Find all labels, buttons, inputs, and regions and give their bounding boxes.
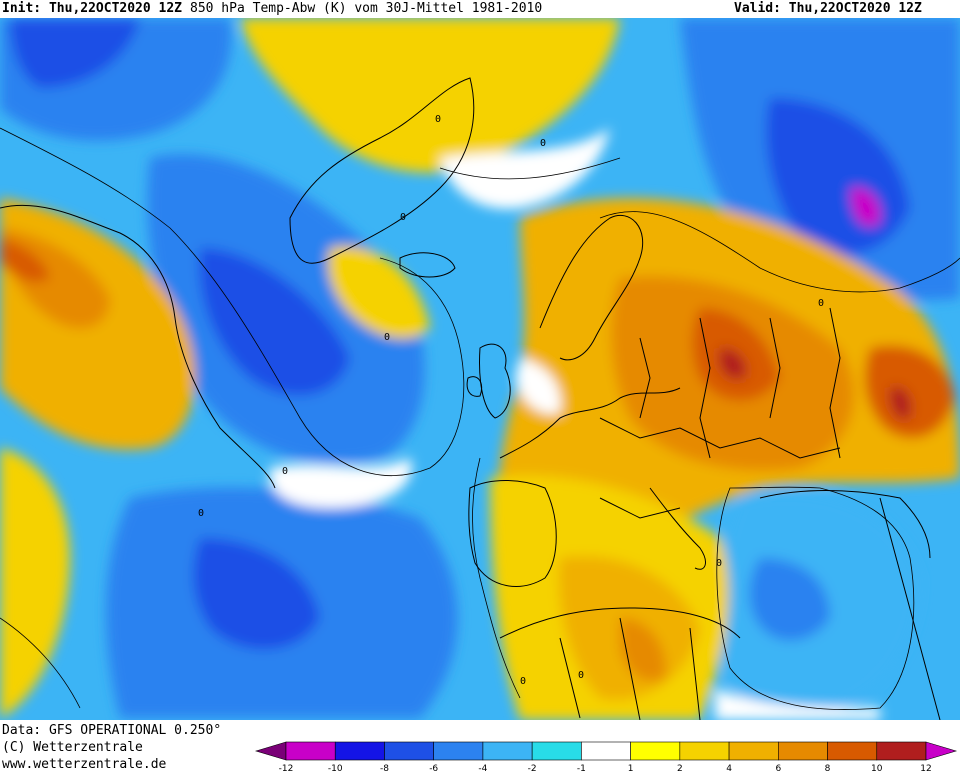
coastlines (0, 77, 941, 720)
legend-swatch (384, 741, 434, 761)
valid-time-label: Valid: Thu,22OCT2020 12Z (734, 1, 922, 16)
color-legend: -12 -10 -8 -6 -4 -2 -1 1 2 4 6 8 10 12 (254, 741, 958, 776)
legend-swatch (778, 741, 828, 761)
legend-tick-label: -12 (279, 764, 294, 774)
contour-label: 0 (400, 212, 406, 223)
anomaly-map[interactable]: 0 0 0 0 0 0 0 0 0 0 0 (0, 18, 960, 720)
copyright-label: (C) Wetterzentrale (2, 740, 143, 755)
legend-tick-label: -6 (429, 764, 438, 774)
legend-swatch (334, 741, 385, 761)
contour-label: 0 (520, 676, 526, 687)
legend-swatch (482, 741, 533, 761)
legend-tick-label: 12 (920, 764, 931, 774)
contour-label: 0 (818, 298, 824, 309)
legend-swatch (876, 741, 927, 761)
legend-tick-label: 4 (726, 764, 732, 774)
contour-label: 0 (282, 466, 288, 477)
legend-swatch (827, 741, 878, 761)
legend-swatch (531, 741, 582, 761)
legend-tick-label: 6 (775, 764, 781, 774)
legend-swatch (433, 741, 484, 761)
legend-tick-label: -8 (380, 764, 389, 774)
contour-labels: 0 0 0 0 0 0 0 0 0 0 0 (198, 114, 824, 687)
legend-swatch (728, 741, 779, 761)
legend-swatch (630, 741, 681, 761)
anomaly-field (0, 18, 960, 720)
init-time-label: Init: Thu,22OCT2020 12Z (2, 1, 183, 16)
legend-tick-label: -10 (328, 764, 343, 774)
contour-label: 0 (578, 670, 584, 681)
legend-swatch (581, 741, 631, 761)
contour-label: 0 (384, 332, 390, 343)
contour-label: 0 (435, 114, 441, 125)
data-source-label: Data: GFS OPERATIONAL 0.250° (2, 723, 222, 738)
legend-tick-label: 8 (825, 764, 831, 774)
legend-arrow-right (925, 741, 958, 761)
contour-label: 0 (198, 508, 204, 519)
contour-label: 0 (540, 138, 546, 149)
zero-contours (0, 127, 960, 710)
legend-swatch (285, 741, 336, 761)
header-bar: Init: Thu,22OCT2020 12Z 850 hPa Temp-Abw… (0, 0, 964, 18)
legend-swatch (679, 741, 730, 761)
legend-tick-label: -1 (577, 764, 586, 774)
credits: Data: GFS OPERATIONAL 0.250° (C) Wetterz… (2, 722, 221, 773)
legend-tick-label: -4 (478, 764, 487, 774)
legend-tick-label: -2 (528, 764, 537, 774)
color-legend-bar: -12 -10 -8 -6 -4 -2 -1 1 2 4 6 8 10 12 (254, 741, 958, 774)
contour-label: 0 (716, 558, 722, 569)
legend-tick-label: 10 (871, 764, 883, 774)
website-link[interactable]: www.wetterzentrale.de (2, 757, 167, 772)
legend-tick-label: 2 (677, 764, 683, 774)
legend-arrow-left (254, 741, 287, 761)
map-title: 850 hPa Temp-Abw (K) vom 30J-Mittel 1981… (190, 1, 543, 16)
anomaly-map-canvas: 0 0 0 0 0 0 0 0 0 0 0 (0, 18, 960, 720)
legend-tick-label: 1 (628, 764, 634, 774)
